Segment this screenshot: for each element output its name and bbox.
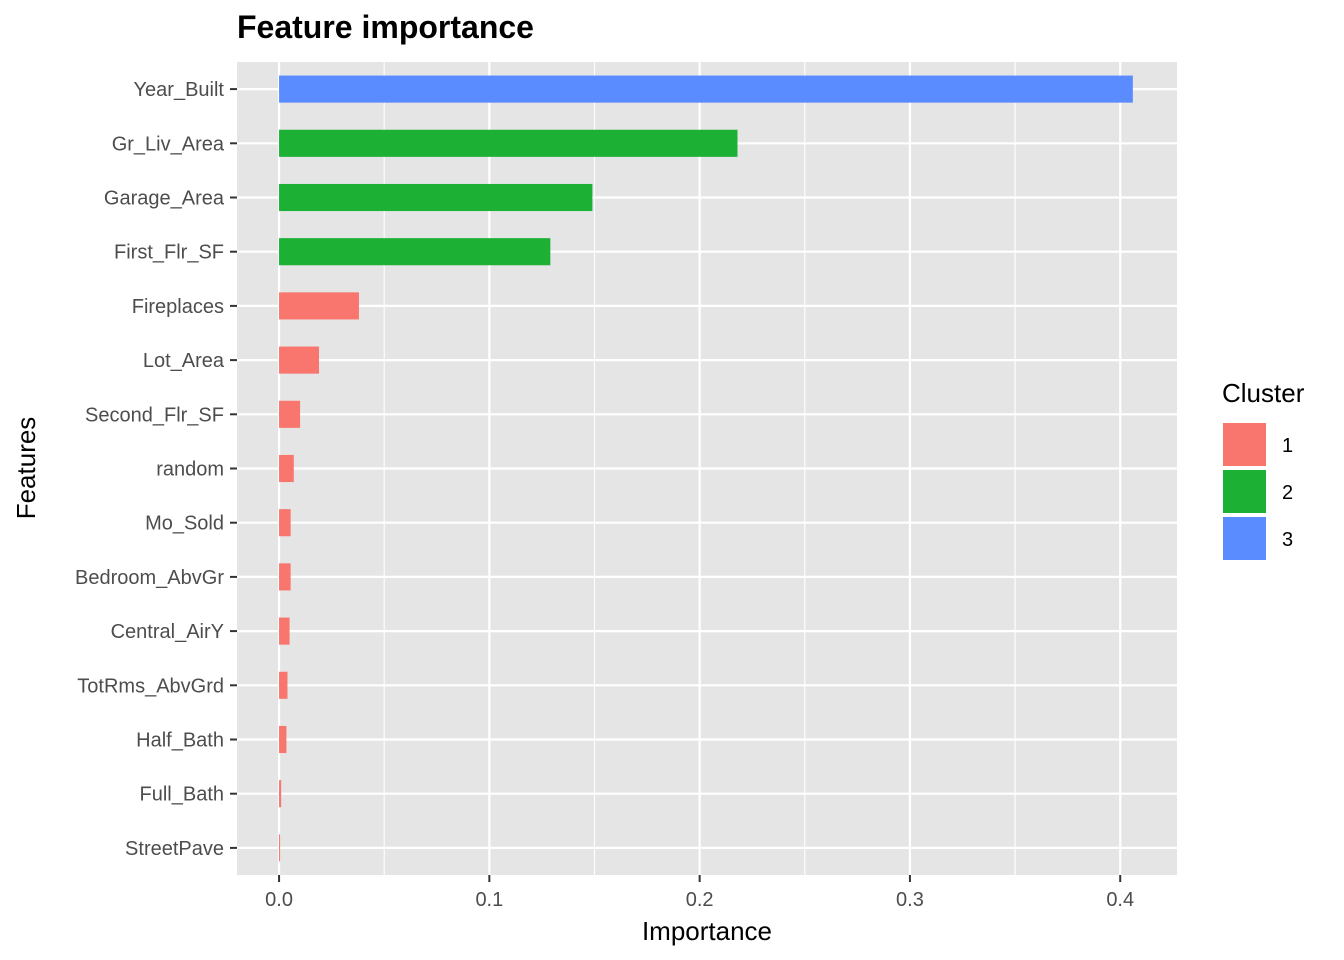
y-axis-title: Features	[11, 417, 41, 520]
legend-swatch	[1221, 421, 1268, 468]
legend-label: 2	[1282, 482, 1293, 504]
y-tick-label: Lot_Area	[143, 350, 225, 372]
y-tick-label: TotRms_AbvGrd	[77, 675, 224, 697]
bar	[279, 834, 281, 862]
y-tick-label: StreetPave	[125, 838, 224, 860]
y-axis-ticks: Year_Built Gr_Liv_Area Garage_Area First_Fl…	[75, 79, 237, 860]
y-tick-label: Half_Bath	[136, 730, 224, 752]
bar	[279, 509, 291, 537]
bar	[279, 400, 301, 428]
bar	[279, 454, 294, 483]
legend-swatch	[1221, 468, 1268, 515]
x-axis-ticks: 0.0 0.1 0.2 0.3 0.4	[265, 875, 1134, 911]
bar	[279, 563, 291, 591]
legend-label: 1	[1282, 435, 1293, 457]
x-tick-label: 0.4	[1106, 889, 1134, 911]
bar	[279, 183, 593, 212]
y-tick-label: Mo_Sold	[145, 513, 224, 535]
legend: Cluster 1 2 3	[1221, 378, 1305, 562]
bar	[279, 725, 287, 754]
bar	[279, 238, 551, 266]
x-tick-label: 0.3	[896, 889, 924, 911]
chart-title: Feature importance	[237, 9, 534, 45]
y-tick-label: Bedroom_AbvGr	[75, 567, 224, 589]
y-tick-label: Full_Bath	[140, 784, 225, 806]
x-tick-label: 0.0	[265, 889, 293, 911]
y-tick-label: Year_Built	[134, 79, 225, 101]
x-tick-label: 0.2	[686, 889, 714, 911]
bar	[279, 75, 1133, 103]
legend-swatch	[1221, 515, 1268, 562]
y-tick-label: random	[156, 459, 224, 481]
bar	[279, 671, 288, 699]
bar	[279, 780, 282, 808]
bar	[279, 346, 320, 374]
bar	[279, 617, 290, 645]
y-tick-label: Garage_Area	[104, 188, 225, 210]
bar	[279, 129, 738, 157]
y-tick-label: Fireplaces	[132, 296, 224, 318]
x-axis-title: Importance	[642, 916, 772, 946]
y-tick-label: First_Flr_SF	[114, 242, 224, 264]
bar	[279, 292, 359, 320]
y-tick-label: Gr_Liv_Area	[112, 133, 225, 155]
y-tick-label: Second_Flr_SF	[85, 404, 224, 426]
bars	[279, 75, 1133, 862]
legend-label: 3	[1282, 529, 1293, 551]
x-tick-label: 0.1	[475, 889, 503, 911]
y-tick-label: Central_AirY	[111, 621, 224, 643]
legend-title: Cluster	[1222, 378, 1305, 408]
